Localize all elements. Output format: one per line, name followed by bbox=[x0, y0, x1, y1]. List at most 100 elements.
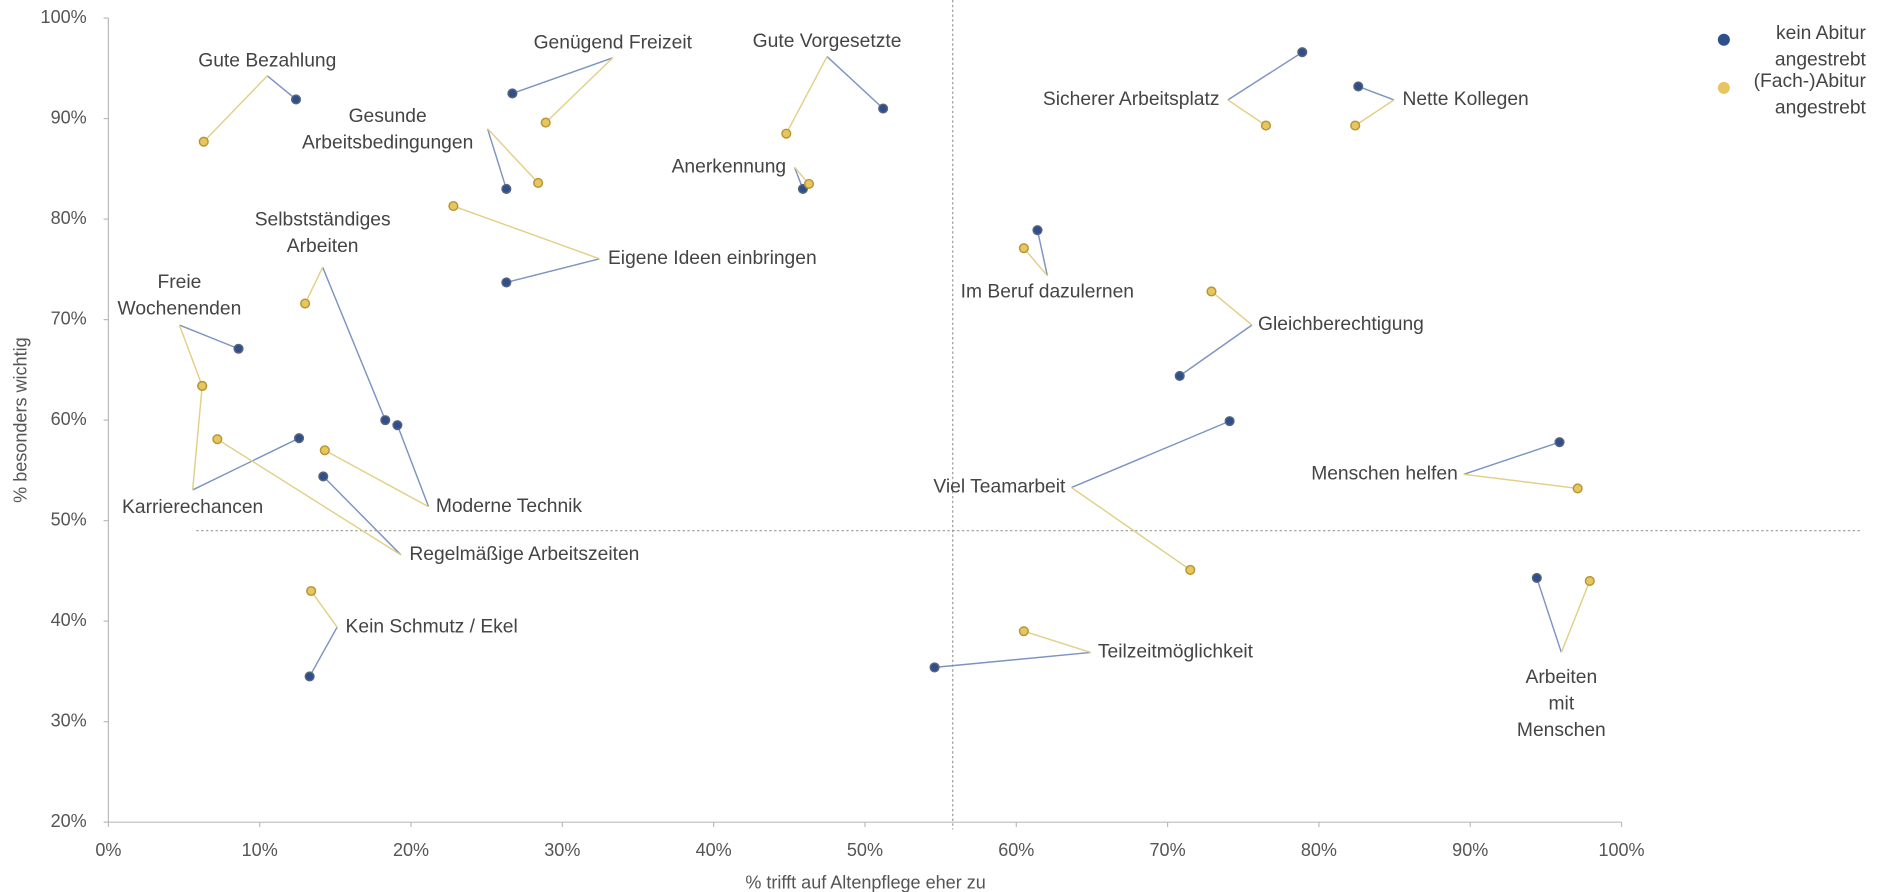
leader-line bbox=[1560, 580, 1591, 653]
leader-line bbox=[1179, 324, 1253, 377]
leader-line bbox=[192, 437, 300, 491]
leader-line bbox=[1071, 420, 1230, 489]
data-point bbox=[1297, 47, 1308, 58]
data-point bbox=[1584, 575, 1595, 586]
data-point bbox=[1350, 120, 1361, 131]
y-tick-label: 50% bbox=[51, 509, 87, 529]
leader-line bbox=[826, 56, 884, 110]
data-point bbox=[306, 585, 317, 597]
data-point bbox=[1018, 626, 1029, 637]
y-tick-label: 70% bbox=[51, 308, 87, 328]
point-label: Teilzeitmöglichkeit bbox=[1098, 642, 1254, 663]
data-point bbox=[197, 380, 208, 391]
data-point bbox=[212, 434, 223, 445]
point-label: Nette Kollegen bbox=[1402, 89, 1528, 110]
data-point bbox=[304, 671, 315, 682]
x-tick-label: 80% bbox=[1301, 840, 1337, 860]
data-point bbox=[1185, 564, 1196, 575]
leader-line bbox=[1227, 99, 1267, 127]
x-tick-label: 30% bbox=[544, 840, 580, 860]
data-point bbox=[929, 662, 940, 673]
leader-line bbox=[1227, 51, 1303, 101]
leader-line bbox=[1211, 290, 1253, 326]
point-label: Anerkennung bbox=[672, 156, 787, 177]
y-axis-title: % besonders wichtig bbox=[10, 337, 30, 503]
data-point bbox=[448, 200, 459, 212]
data-point bbox=[319, 445, 330, 456]
leader-line bbox=[453, 205, 600, 260]
data-point bbox=[293, 433, 305, 444]
leader-line bbox=[1023, 247, 1048, 277]
legend-marker bbox=[1717, 33, 1730, 46]
data-point bbox=[501, 277, 512, 288]
data-point bbox=[1206, 286, 1217, 297]
point-label: Wochenenden bbox=[118, 298, 242, 319]
point-label: Freie bbox=[157, 272, 201, 293]
point-label: Gute Bezahlung bbox=[198, 50, 336, 71]
point-label: Sicherer Arbeitsplatz bbox=[1043, 89, 1220, 110]
leader-line bbox=[486, 128, 508, 190]
data-point bbox=[290, 94, 302, 105]
legend-label: angestrebt bbox=[1775, 49, 1867, 70]
leader-line bbox=[309, 626, 338, 677]
data-point bbox=[1572, 483, 1583, 494]
leader-line bbox=[1357, 85, 1395, 101]
y-tick-label: 100% bbox=[41, 7, 87, 27]
leader-line bbox=[191, 385, 203, 491]
data-point bbox=[392, 420, 403, 431]
point-label: Menschen bbox=[1517, 720, 1606, 741]
data-point bbox=[1554, 437, 1565, 448]
x-tick-label: 0% bbox=[95, 840, 121, 860]
leader-line bbox=[396, 424, 430, 508]
data-point bbox=[533, 177, 544, 188]
point-label: Arbeiten bbox=[1526, 667, 1598, 688]
point-label: Viel Teamarbeit bbox=[933, 477, 1066, 498]
data-point bbox=[803, 178, 815, 189]
leader-line bbox=[512, 57, 614, 95]
data-point bbox=[878, 103, 889, 114]
data-point bbox=[1224, 416, 1235, 427]
point-label: Regelmäßige Arbeitszeiten bbox=[409, 544, 639, 565]
data-point bbox=[1032, 225, 1043, 236]
leader-line bbox=[545, 57, 614, 124]
leader-line bbox=[1036, 229, 1049, 276]
leader-line bbox=[216, 438, 402, 556]
x-tick-label: 50% bbox=[847, 840, 883, 860]
y-tick-label: 20% bbox=[51, 811, 87, 831]
leader-line bbox=[310, 590, 338, 628]
x-tick-label: 60% bbox=[998, 840, 1034, 860]
point-label: mit bbox=[1549, 693, 1575, 714]
data-point bbox=[198, 136, 209, 147]
x-tick-label: 100% bbox=[1598, 840, 1644, 860]
point-label: Selbstständiges bbox=[255, 209, 391, 230]
leader-line bbox=[1536, 577, 1563, 653]
leader-line bbox=[1023, 630, 1091, 654]
point-label: Arbeiten bbox=[287, 236, 359, 257]
point-label: Genügend Freizeit bbox=[534, 32, 693, 53]
point-label: Menschen helfen bbox=[1311, 463, 1458, 484]
data-point bbox=[540, 117, 551, 128]
y-tick-label: 90% bbox=[51, 107, 87, 127]
y-tick-label: 80% bbox=[51, 208, 87, 228]
y-tick-label: 30% bbox=[51, 710, 87, 730]
data-point bbox=[507, 88, 518, 99]
leader-line bbox=[179, 324, 239, 350]
leader-line bbox=[785, 56, 828, 134]
x-axis-title: % trifft auf Altenpflege eher zu bbox=[745, 872, 985, 892]
leader-line bbox=[506, 258, 600, 284]
legend-label: angestrebt bbox=[1775, 97, 1867, 118]
leader-line bbox=[304, 266, 324, 304]
point-label: Gleichberechtigung bbox=[1258, 314, 1424, 335]
leader-line bbox=[1463, 473, 1578, 490]
point-label: Gesunde bbox=[349, 106, 427, 127]
point-label: Moderne Technik bbox=[436, 496, 583, 517]
leader-line bbox=[934, 651, 1091, 669]
x-tick-label: 70% bbox=[1150, 840, 1186, 860]
x-tick-label: 90% bbox=[1452, 840, 1488, 860]
leader-line bbox=[1071, 486, 1191, 571]
y-tick-label: 60% bbox=[51, 409, 87, 429]
y-tick-label: 40% bbox=[51, 610, 87, 630]
point-label: Im Beruf dazulernen bbox=[961, 282, 1134, 303]
leader-line bbox=[1354, 99, 1395, 127]
